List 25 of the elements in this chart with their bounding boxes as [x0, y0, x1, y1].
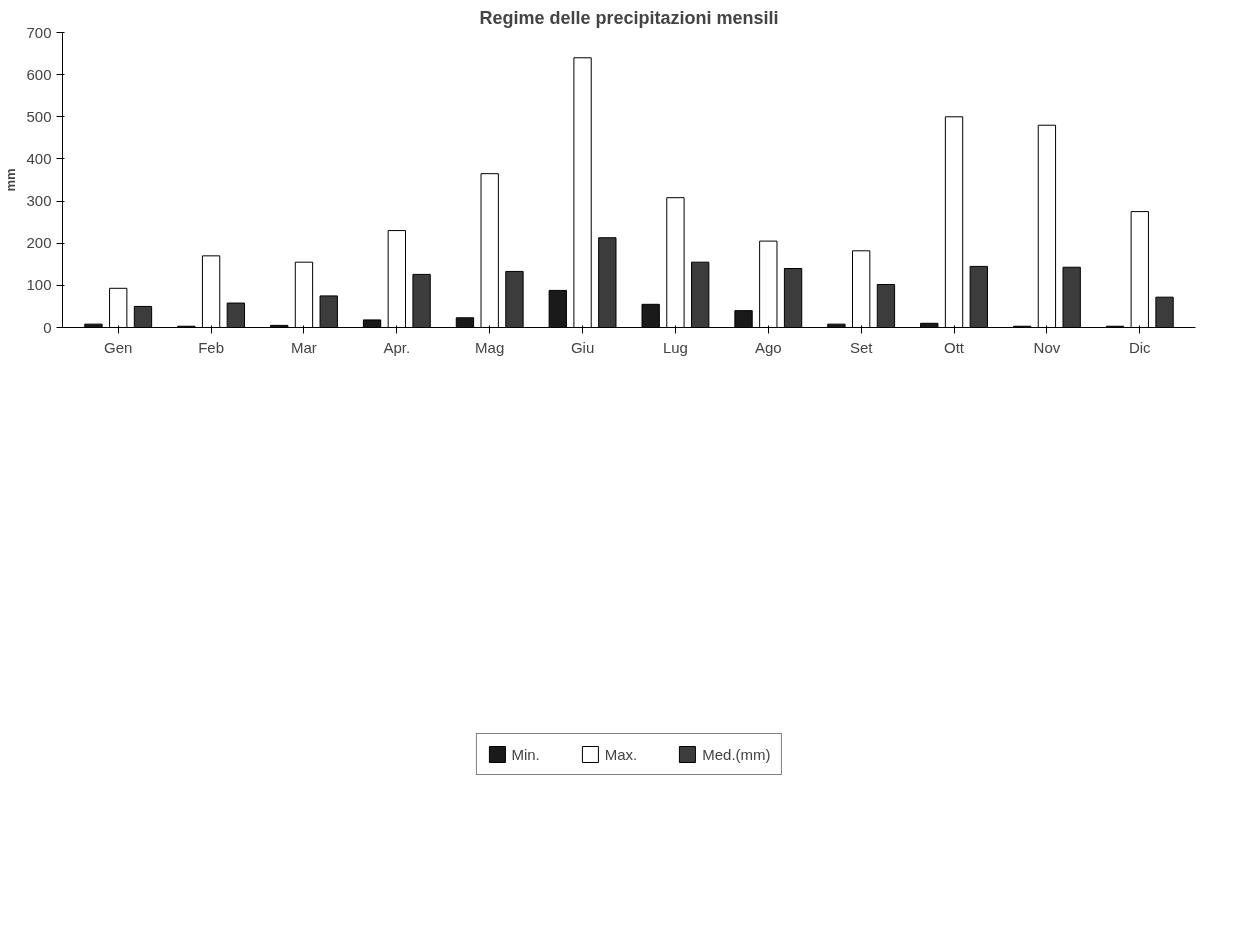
y-tick-label: 200	[26, 234, 52, 252]
x-tick-label: Feb	[198, 338, 225, 356]
x-tick-label: Gen	[104, 338, 133, 356]
y-tick-label: 600	[26, 65, 52, 83]
legend-label: Max.	[604, 745, 638, 763]
x-tick-label: Giu	[570, 338, 595, 356]
x-tick-label: Dic	[1128, 338, 1152, 356]
x-tick-label: Apr.	[383, 338, 411, 356]
x-tick-label: Lug	[662, 338, 688, 356]
x-tick-label: Mar	[291, 338, 317, 356]
y-tick-label: 0	[43, 318, 52, 336]
legend-label: Min.	[511, 745, 540, 763]
x-tick-label: Ago	[754, 338, 782, 356]
y-tick-label: 100	[26, 276, 52, 294]
y-tick-label: 300	[26, 192, 52, 210]
y-tick-label: 500	[26, 107, 52, 125]
y-axis-title: mm	[3, 168, 19, 192]
x-tick-label: Set	[849, 338, 874, 356]
chart-title: Regime delle precipitazioni mensili	[479, 7, 779, 28]
x-tick-label: Ott	[944, 338, 965, 356]
x-tick-label: Mag	[475, 338, 505, 356]
legend-label: Med.(mm)	[702, 745, 771, 763]
x-tick-label: Nov	[1033, 338, 1061, 356]
y-tick-label: 400	[26, 149, 52, 167]
y-tick-label: 700	[26, 23, 52, 41]
